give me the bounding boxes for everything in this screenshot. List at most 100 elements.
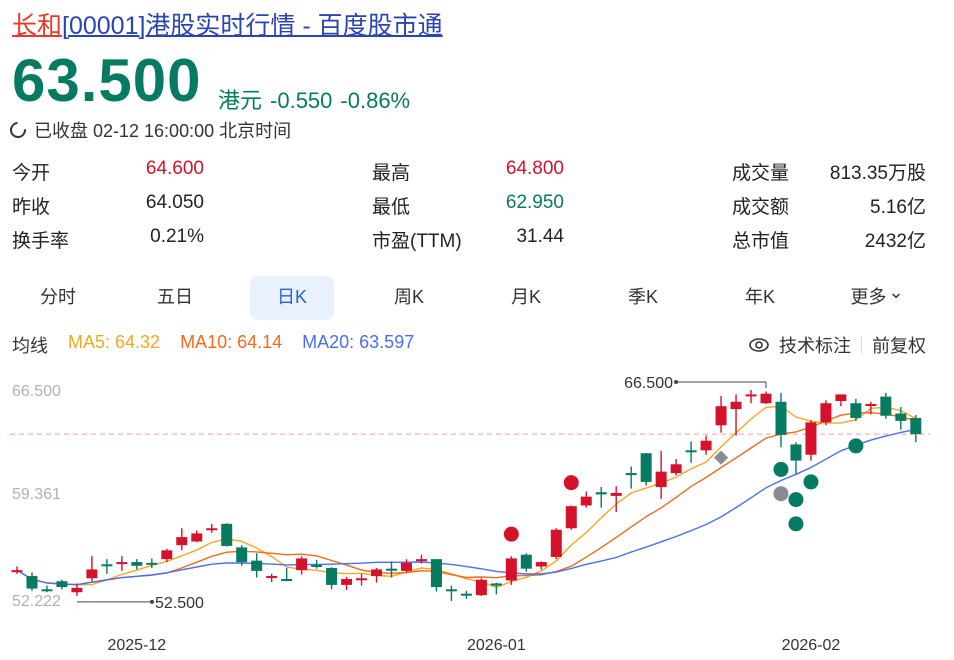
candle-body [11, 570, 23, 573]
candle-body [206, 528, 218, 531]
candle-body [146, 562, 158, 565]
min-dot [150, 599, 154, 604]
candle-body [296, 558, 308, 571]
stat-value: 813.35万股 [829, 163, 926, 184]
eye-icon [749, 338, 769, 352]
candle-body [475, 579, 487, 596]
adjust-button[interactable]: 前复权 [872, 336, 926, 356]
quote-page-link[interactable]: [00001]港股实时行情 - 百度股市通 [62, 12, 443, 40]
candle-body [86, 569, 98, 579]
stat-label: 成交量 [732, 163, 790, 184]
candle-body [790, 444, 802, 461]
candle-body [535, 562, 547, 567]
candle-body [386, 568, 397, 571]
stat-value: 62.950 [505, 192, 564, 213]
ma10-value: MA10: 64.14 [180, 332, 283, 352]
currency: 港元 [218, 88, 263, 113]
tab-label: 月K [510, 287, 541, 307]
candle-body [880, 396, 892, 416]
stat-item: 总市值 2432亿 [12, 226, 926, 256]
candle-body [565, 506, 577, 529]
signal-marker [803, 474, 819, 490]
market-status: 已收盘 02-12 16:00:00 北京时间 [6, 117, 292, 143]
candle-body [251, 560, 263, 571]
price-change: 港元 -0.550 -0.86% [218, 83, 418, 115]
tab-label: 分时 [40, 287, 76, 307]
tab-label: 季K [627, 287, 658, 307]
tab-5[interactable]: 季K [601, 276, 685, 320]
page-title: 长和[00001]港股实时行情 - 百度股市通 [12, 6, 443, 42]
candle-body [26, 576, 38, 589]
y-tick-label: 59.361 [12, 486, 61, 503]
candle-body [430, 559, 442, 588]
tab-4[interactable]: 月K [484, 276, 568, 320]
stat-value: 5.16亿 [870, 197, 926, 218]
current-price: 63.500 [12, 47, 202, 114]
ma20-value: MA20: 63.597 [302, 332, 415, 352]
candle-body [760, 393, 772, 404]
candle-body [745, 394, 757, 397]
signal-marker [788, 492, 804, 508]
candle-body [311, 565, 323, 568]
candle-body [730, 401, 742, 410]
candle-body [625, 473, 637, 476]
stat-item: 昨收 64.050 [12, 192, 926, 222]
stock-name-link[interactable]: 长和 [12, 12, 63, 40]
refresh-icon[interactable] [6, 118, 30, 142]
ma20-line [16, 428, 916, 586]
candle-body [101, 564, 113, 567]
candle-body [161, 550, 173, 560]
signal-marker [773, 461, 789, 477]
stat-item: 今开 64.600 [12, 158, 926, 188]
candle-body [176, 537, 188, 546]
period-tabs: 分时 五日 日K 周K 月K 季K 年K 更多 ⌄ [0, 276, 954, 320]
status-text: 已收盘 02-12 16:00:00 北京时间 [34, 121, 292, 141]
candle-body [640, 453, 652, 482]
max-price-label: 66.500 [624, 375, 673, 392]
stat-item: 市盈(TTM) 31.44 [12, 226, 926, 256]
tab-2[interactable]: 日K [250, 276, 334, 320]
tab-1[interactable]: 五日 [133, 276, 217, 320]
annotate-button[interactable]: 技术标注 [779, 336, 851, 356]
candle-body [490, 583, 502, 586]
stat-item: 换手率 0.21% [12, 226, 926, 256]
stat-value: 64.050 [145, 192, 204, 213]
candle-body [820, 403, 832, 423]
candle-body [460, 593, 472, 596]
x-tick-label: 2026-01 [467, 637, 526, 654]
change-value: -0.550 [270, 88, 333, 113]
kline-chart[interactable]: 66.500 59.361 52.222 66.500 52.500 2025-12 202… [0, 360, 954, 660]
candle-body [715, 406, 727, 426]
chart-tools: 技术标注 前复权 [749, 332, 926, 358]
ma-label: 均线 [12, 336, 48, 356]
candle-body [266, 576, 278, 579]
stat-label: 今开 [12, 163, 51, 184]
tab-7[interactable]: 更多 ⌄ [835, 276, 919, 320]
candle-body [415, 559, 427, 562]
candle-body [116, 562, 128, 565]
candle-body [41, 589, 53, 592]
tab-label: 五日 [157, 287, 193, 307]
max-dot [674, 380, 678, 384]
candle-body [191, 533, 203, 542]
candle-body [56, 581, 68, 588]
stat-value: 2432亿 [864, 231, 926, 252]
candle-body [595, 492, 607, 495]
candle-body [326, 567, 338, 585]
tab-6[interactable]: 年K [718, 276, 802, 320]
signal-marker [773, 486, 789, 502]
ma-legend: 均线 MA5: 64.32 MA10: 64.14 MA20: 63.597 [12, 332, 414, 358]
tab-0[interactable]: 分时 [16, 276, 100, 320]
stat-label: 市盈(TTM) [372, 231, 462, 252]
candle-body [445, 589, 457, 592]
candle-body [580, 496, 592, 506]
candle-body [341, 578, 353, 585]
stat-label: 总市值 [732, 231, 790, 252]
tab-3[interactable]: 周K [367, 276, 451, 320]
signal-diamond [713, 450, 729, 465]
x-tick-label: 2025-12 [107, 637, 166, 654]
y-tick-label: 52.222 [12, 593, 61, 610]
stat-item: 成交量 813.35万股 [12, 158, 926, 188]
candle-body [236, 547, 248, 563]
candle-body [610, 492, 622, 496]
